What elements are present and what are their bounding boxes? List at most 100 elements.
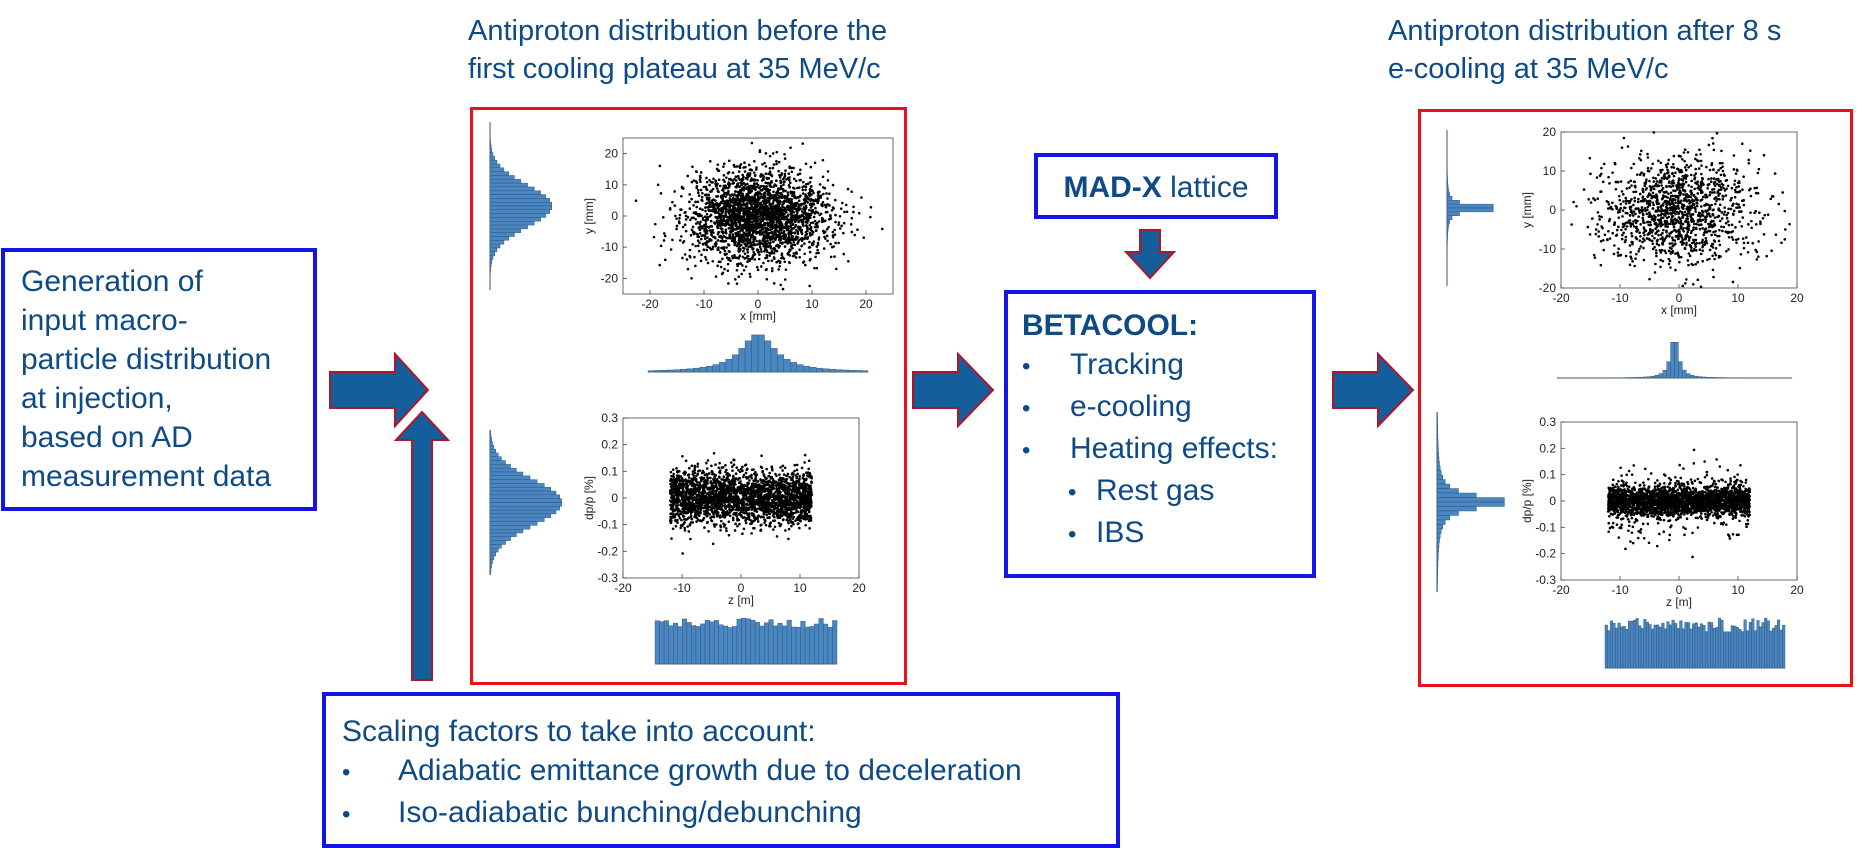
hist-bar (667, 370, 673, 372)
data-point (808, 459, 811, 462)
data-point (795, 180, 798, 183)
data-point (754, 238, 757, 241)
data-point (774, 194, 777, 197)
data-point (757, 224, 760, 227)
data-point (742, 202, 745, 205)
hist-bar (490, 244, 500, 248)
data-point (663, 239, 666, 242)
data-point (664, 235, 667, 238)
data-point (701, 234, 704, 237)
data-point (770, 181, 773, 184)
arrow-right-icon (1333, 354, 1413, 426)
data-point (688, 255, 691, 258)
data-point (758, 241, 761, 244)
y-tick-label: -20 (601, 271, 619, 285)
data-point (710, 190, 713, 193)
data-point (727, 269, 730, 272)
data-point (813, 211, 816, 214)
data-point (675, 467, 678, 470)
sub-list-item: •IBS (1022, 513, 1312, 555)
hist-bar (490, 206, 552, 210)
data-point (709, 215, 712, 218)
data-point (735, 508, 738, 511)
data-point (809, 216, 812, 219)
data-point (675, 504, 678, 507)
arrow-right-icon (913, 354, 993, 426)
data-point (746, 234, 749, 237)
data-point (775, 163, 778, 166)
data-point (768, 512, 771, 515)
data-point (718, 178, 721, 181)
data-point (740, 492, 743, 495)
data-point (705, 188, 708, 191)
data-point (789, 254, 792, 257)
data-point (725, 228, 728, 231)
data-point (670, 471, 673, 474)
data-point (766, 498, 769, 501)
data-point (672, 475, 675, 478)
data-point (658, 264, 661, 267)
data-point (799, 172, 802, 175)
data-point (635, 199, 638, 202)
data-point (737, 257, 740, 260)
data-point (827, 179, 830, 182)
data-point (826, 240, 829, 243)
data-point (736, 196, 739, 199)
data-point (731, 225, 734, 228)
data-point (782, 206, 785, 209)
data-point (698, 194, 701, 197)
data-point (705, 220, 708, 223)
data-point (738, 519, 741, 522)
data-point (747, 192, 750, 195)
data-point (808, 259, 811, 262)
data-point (734, 202, 737, 205)
data-point (699, 509, 702, 512)
data-point (744, 464, 747, 467)
data-point (763, 513, 766, 516)
data-point (881, 228, 884, 231)
data-point (748, 209, 751, 212)
data-point (839, 215, 842, 218)
data-point (678, 217, 681, 220)
data-point (778, 174, 781, 177)
data-point (734, 478, 737, 481)
data-point (803, 242, 806, 245)
data-point (725, 192, 728, 195)
data-point (672, 468, 675, 471)
data-point (738, 477, 741, 480)
data-point (732, 483, 735, 486)
data-point (736, 245, 739, 248)
data-point (832, 184, 835, 187)
data-point (703, 224, 706, 227)
data-point (822, 230, 825, 233)
data-point (675, 228, 678, 231)
data-point (765, 269, 768, 272)
data-point (726, 237, 729, 240)
data-point (803, 253, 806, 256)
data-point (766, 239, 769, 242)
data-point (728, 217, 731, 220)
data-point (768, 254, 771, 257)
data-point (767, 173, 770, 176)
data-point (692, 226, 695, 229)
data-point (722, 246, 725, 249)
data-point (817, 252, 820, 255)
data-point (704, 215, 707, 218)
data-point (852, 211, 855, 214)
data-point (727, 183, 730, 186)
data-point (826, 197, 829, 200)
data-point (805, 162, 808, 165)
data-point (695, 233, 698, 236)
data-point (794, 244, 797, 247)
data-point (735, 216, 738, 219)
data-point (750, 198, 753, 201)
data-point (840, 207, 843, 210)
data-point (691, 518, 694, 521)
data-point (784, 200, 787, 203)
data-point (804, 207, 807, 210)
data-point (721, 202, 724, 205)
data-point (792, 512, 795, 515)
hist-bar (490, 248, 497, 252)
data-point (757, 213, 760, 216)
data-point (659, 165, 662, 168)
